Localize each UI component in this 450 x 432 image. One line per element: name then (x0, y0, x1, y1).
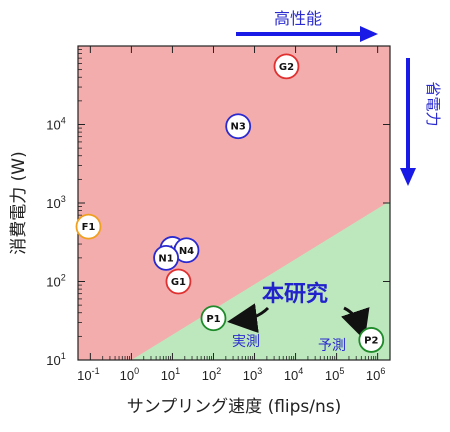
high-performance-label: 高性能 (274, 9, 322, 28)
data-point: P1 (200, 305, 227, 332)
x-tick-label: 104 (284, 366, 303, 383)
y-tick-label: 103 (46, 194, 65, 211)
point-marker (200, 305, 227, 332)
data-point: G1 (165, 268, 192, 295)
point-label: F1 (82, 222, 96, 233)
y-axis-ticks: 101 102 103 104 (46, 49, 390, 368)
point-marker (273, 53, 300, 80)
data-point: N3 (225, 113, 252, 140)
measured-arrow (227, 303, 270, 334)
x-tick-label: 106 (366, 366, 385, 383)
this-work-label: 本研究 (262, 281, 328, 307)
point-label: P2 (364, 335, 378, 346)
data-point: F1 (75, 213, 102, 240)
point-label: N4 (179, 246, 194, 257)
x-axis-label: サンプリング速度 (flips/ns) (127, 397, 342, 417)
point-marker (358, 327, 385, 353)
predicted-label: 予測 (318, 338, 346, 354)
x-tick-label: 101 (161, 366, 180, 383)
lower-region (131, 200, 390, 360)
high-performance-arrow (236, 26, 378, 42)
predicted-arrow (341, 306, 370, 341)
data-point: G2 (273, 53, 300, 80)
power-saving-label: 省電力 (424, 81, 442, 126)
point-label: G1 (171, 277, 186, 288)
point-marker (225, 113, 252, 140)
x-tick-label: 103 (243, 366, 262, 383)
point-label: G2 (279, 62, 294, 73)
point-marker (153, 244, 179, 271)
point-marker (75, 213, 102, 240)
point-label: N3 (231, 122, 246, 133)
x-axis-ticks: 10-1 100 101 102 103 104 105 106 (77, 46, 391, 383)
point-marker (165, 268, 192, 295)
data-point: P2 (358, 327, 385, 353)
x-tick-label: 100 (120, 366, 139, 383)
point-label: P1 (206, 314, 220, 325)
measured-label: 実測 (232, 334, 260, 350)
y-tick-label: 102 (46, 273, 65, 290)
data-point: N1 (153, 244, 179, 271)
plot-area (78, 46, 390, 360)
y-axis-label: 消費電力 (W) (9, 151, 29, 254)
y-tick-label: 104 (46, 116, 65, 133)
data-points: G2N3F1N2N4N1G1P1P2 (75, 53, 385, 353)
x-tick-label: 105 (325, 366, 344, 383)
x-tick-label: 10-1 (77, 366, 99, 383)
y-tick-label: 101 (46, 351, 65, 368)
point-label: N1 (158, 253, 173, 264)
x-tick-label: 102 (202, 366, 221, 383)
power-saving-arrow (400, 58, 416, 186)
